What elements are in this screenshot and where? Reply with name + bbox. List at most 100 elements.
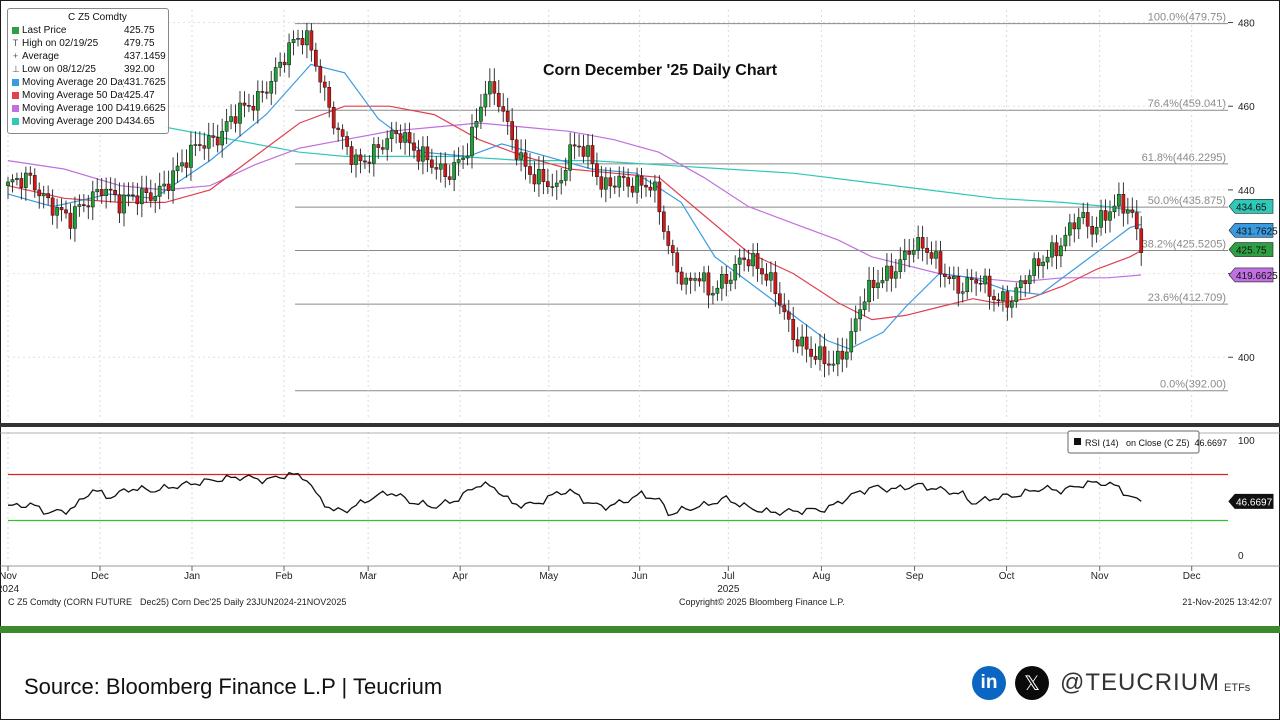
candle-body bbox=[595, 163, 599, 177]
fib-label: 23.6%(412.709) bbox=[1148, 292, 1226, 304]
candle-body bbox=[907, 250, 912, 255]
candle-body bbox=[653, 181, 657, 191]
candle-body bbox=[978, 282, 983, 285]
candle-body bbox=[50, 197, 55, 216]
candle-body bbox=[86, 205, 91, 208]
candle-body bbox=[171, 170, 175, 191]
date-tick-label: Feb bbox=[275, 571, 293, 582]
candle-body bbox=[403, 132, 407, 143]
candle-body bbox=[470, 126, 474, 157]
candle-body bbox=[260, 91, 265, 93]
price-chart: 100.0%(479.75) 76.4%(459.041) 61.8%(446.22… bbox=[0, 10, 1280, 607]
candle-body bbox=[434, 167, 439, 170]
teucrium-handle[interactable]: @TEUCRIUM bbox=[1060, 669, 1221, 696]
legend-row: + Average 437.1459 bbox=[12, 50, 166, 63]
fib-label: 76.4%(459.041) bbox=[1148, 98, 1226, 110]
candle-body bbox=[505, 111, 510, 122]
candle-body bbox=[684, 277, 688, 285]
candle-body bbox=[189, 144, 193, 168]
date-tick-label: Sep bbox=[906, 571, 924, 582]
candle-body bbox=[862, 301, 867, 310]
rsi-legend-text: RSI (14) on Close (C Z5) 46.6697 bbox=[1085, 438, 1227, 448]
legend-swatch bbox=[12, 118, 19, 125]
candle-body bbox=[421, 146, 425, 162]
candle-body bbox=[679, 271, 684, 285]
candle-body bbox=[264, 91, 269, 94]
etfs-suffix: ETFs bbox=[1224, 681, 1251, 694]
candle-body bbox=[429, 159, 434, 168]
date-tick-label: Jul bbox=[722, 571, 735, 582]
candle-body bbox=[220, 131, 225, 146]
candle-body bbox=[456, 159, 461, 163]
legend-row: ⊥ Low on 08/12/25 392.00 bbox=[12, 63, 164, 76]
candle-body bbox=[880, 280, 885, 284]
candle-body bbox=[1001, 291, 1005, 302]
candle-body bbox=[818, 346, 822, 360]
candle-body bbox=[608, 177, 613, 187]
price-tag-box bbox=[1228, 242, 1274, 257]
candle-body bbox=[537, 169, 541, 185]
candle-body bbox=[889, 265, 894, 279]
candle-body bbox=[371, 144, 376, 164]
candle-body bbox=[202, 145, 207, 149]
candle-body bbox=[639, 175, 644, 186]
legend-row: Last Price 425.75 bbox=[12, 24, 164, 37]
legend-value: 437.1459 bbox=[124, 51, 166, 62]
candle-body bbox=[380, 147, 385, 150]
legend-value: 425.75 bbox=[124, 25, 155, 36]
candle-body bbox=[858, 309, 862, 320]
panel-separator-bar bbox=[0, 423, 1280, 427]
candle-body bbox=[64, 209, 68, 214]
candle-body bbox=[77, 204, 82, 207]
candle-body bbox=[626, 177, 630, 187]
linkedin-icon[interactable]: in bbox=[972, 666, 1006, 700]
candle-body bbox=[563, 170, 568, 181]
candle-body bbox=[340, 129, 345, 137]
candle-body bbox=[59, 207, 64, 211]
candle-body bbox=[559, 180, 564, 184]
candle-body bbox=[1139, 228, 1144, 253]
candle-body bbox=[1112, 205, 1117, 213]
date-tick-label: Nov bbox=[1091, 571, 1109, 582]
candle-body bbox=[474, 121, 479, 128]
candle-body bbox=[425, 146, 430, 161]
legend-value: 431.7625 bbox=[124, 77, 166, 88]
legend-row: Moving Average 200 Day 434.65 bbox=[12, 115, 164, 128]
candle-body bbox=[108, 188, 113, 191]
candle-body bbox=[331, 107, 336, 129]
candle-body bbox=[782, 304, 787, 313]
x-icon[interactable]: 𝕏 bbox=[1015, 666, 1049, 700]
panel-separator bbox=[0, 423, 1280, 434]
candle-body bbox=[1009, 301, 1014, 308]
candle-body bbox=[786, 311, 791, 320]
candle-body bbox=[1067, 222, 1072, 236]
candle-body bbox=[661, 211, 666, 232]
rsi-last-tag-label: 46.6697 bbox=[1236, 497, 1273, 508]
legend-symbol: ⊥ bbox=[12, 64, 20, 74]
candle-body bbox=[345, 136, 349, 147]
year-label: 2024 bbox=[0, 584, 20, 595]
candle-body bbox=[1050, 242, 1054, 258]
candle-body bbox=[630, 185, 635, 193]
candle-body bbox=[211, 135, 216, 138]
candle-body bbox=[599, 176, 604, 190]
candle-body bbox=[28, 172, 33, 176]
legend-row: Moving Average 20 Day 431.7625 bbox=[12, 76, 166, 89]
candle-body bbox=[648, 186, 653, 191]
date-tick-label: Mar bbox=[360, 571, 378, 582]
candle-body bbox=[791, 319, 796, 340]
candle-body bbox=[255, 91, 260, 111]
candle-body bbox=[706, 272, 711, 296]
legend-swatch bbox=[12, 92, 19, 99]
candle-body bbox=[313, 49, 318, 67]
price-tag: 431.7625 bbox=[1228, 223, 1278, 238]
candle-body bbox=[532, 174, 537, 185]
candle-body bbox=[800, 336, 804, 347]
fib-label: 50.0%(435.875) bbox=[1148, 195, 1226, 207]
legend-label: Moving Average 200 Day bbox=[22, 116, 124, 127]
candle-body bbox=[443, 163, 448, 177]
candle-body bbox=[554, 182, 559, 187]
candle-body bbox=[719, 274, 724, 289]
candle-body bbox=[934, 251, 938, 259]
candle-body bbox=[1121, 194, 1126, 214]
